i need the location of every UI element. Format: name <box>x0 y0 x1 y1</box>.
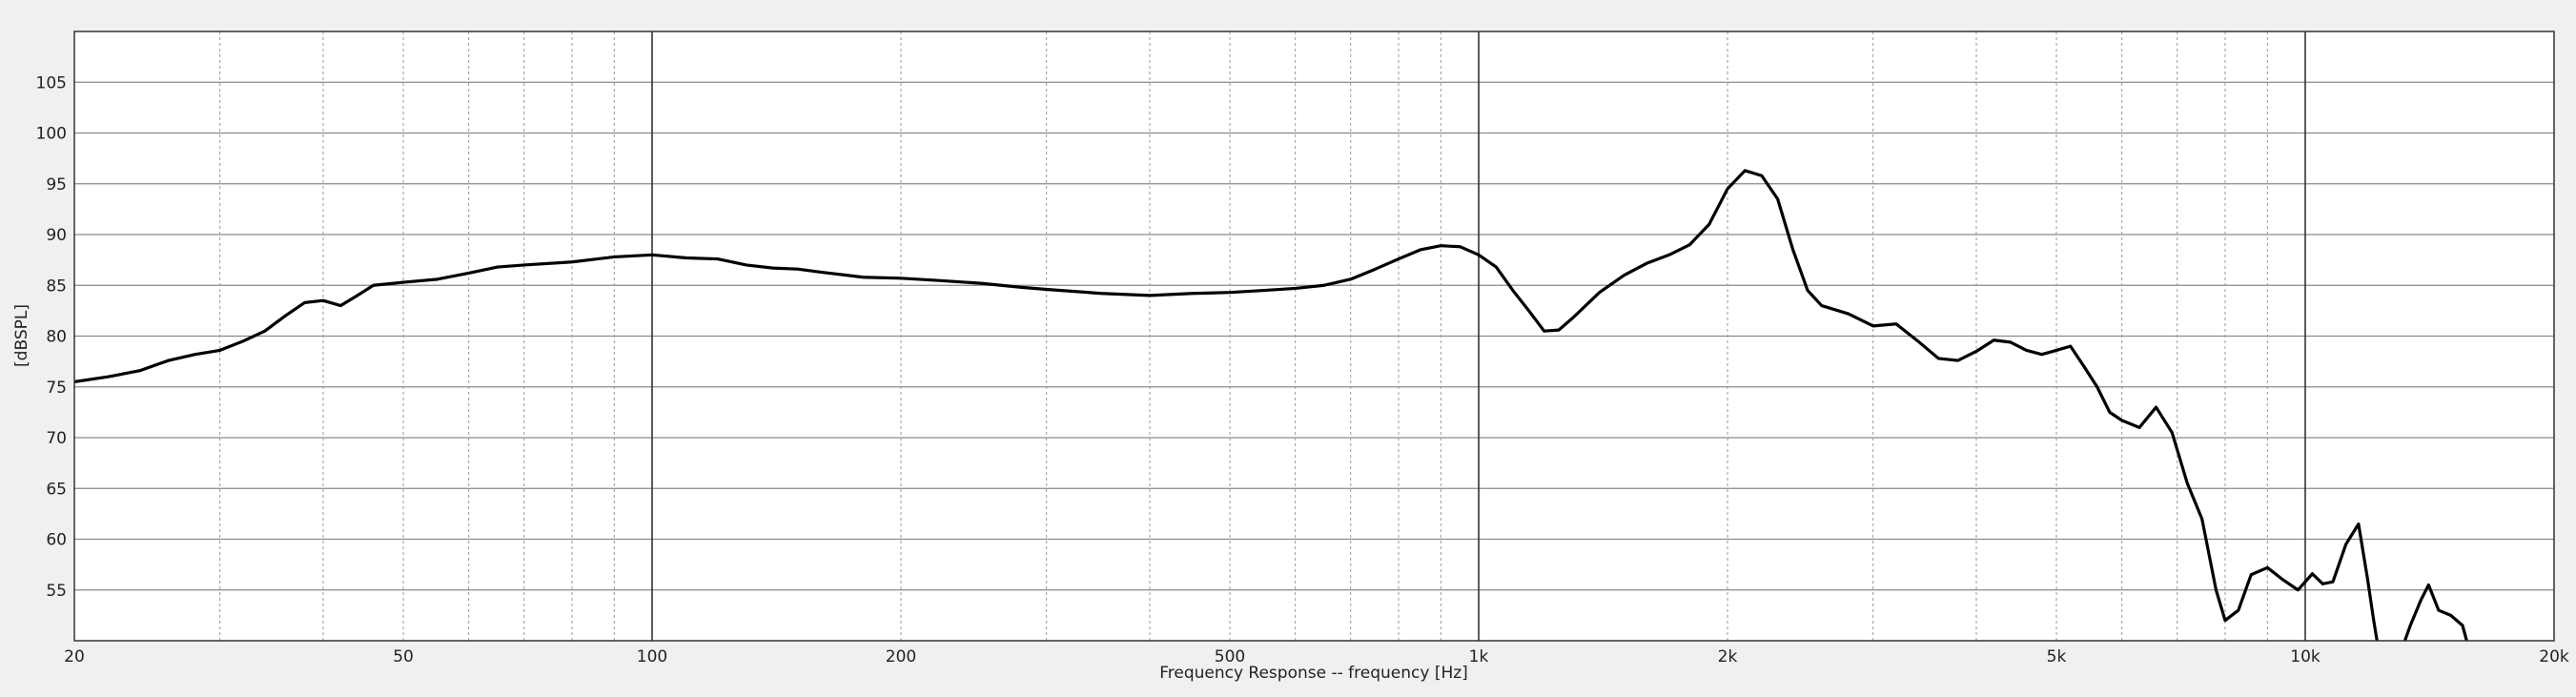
tick-label-layer: 55 60 65 70 75 80 85 90 95 100 105 20 50 100 200 500 1k 2… <box>36 73 2569 666</box>
x-tick-label: 1k <box>1469 647 1489 666</box>
x-tick-label: 20k <box>2539 647 2569 666</box>
y-tick-label: 65 <box>46 480 67 499</box>
y-tick-label: 90 <box>46 226 67 245</box>
x-tick-label: 10k <box>2290 647 2320 666</box>
y-tick-label: 95 <box>46 175 67 195</box>
y-axis-label: [dBSPL] <box>12 304 31 367</box>
y-tick-label: 60 <box>46 531 67 550</box>
y-tick-label: 75 <box>46 379 67 398</box>
response-curve <box>2402 583 2469 641</box>
x-tick-label: 200 <box>886 647 916 666</box>
x-tick-label: 20 <box>64 647 85 666</box>
response-curve <box>74 169 2379 641</box>
y-tick-label: 100 <box>36 125 67 144</box>
series-layer <box>74 169 2469 641</box>
y-tick-label: 85 <box>46 277 67 296</box>
y-tick-label: 70 <box>46 429 67 448</box>
x-tick-label: 100 <box>637 647 667 666</box>
x-axis-label: Frequency Response -- frequency [Hz] <box>1159 664 1468 683</box>
plot-frame <box>73 31 2555 642</box>
grid-layer <box>74 31 2554 641</box>
y-tick-label: 80 <box>46 328 67 347</box>
x-tick-label: 500 <box>1215 647 1245 666</box>
x-tick-label: 2k <box>1718 647 1738 666</box>
y-tick-label: 55 <box>46 582 67 601</box>
x-tick-label: 5k <box>2047 647 2067 666</box>
y-tick-label: 105 <box>36 73 67 92</box>
x-tick-label: 50 <box>393 647 414 666</box>
